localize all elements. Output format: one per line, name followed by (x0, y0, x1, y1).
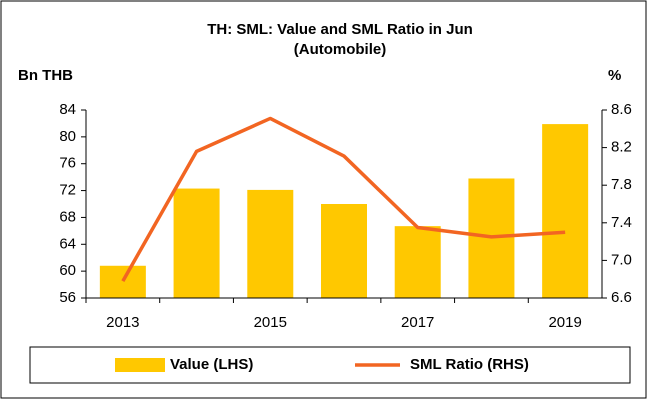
bar (173, 188, 220, 298)
y-tick-label: 64 (59, 235, 76, 252)
x-tick-label: 2017 (401, 314, 434, 331)
y2-tick-label: 7.4 (611, 214, 632, 231)
y-axis-label: Bn THB (18, 67, 73, 84)
y2-axis-label: % (608, 67, 621, 84)
y2-tick-label: 7.8 (611, 176, 632, 193)
y-tick-label: 76 (59, 155, 76, 172)
y-tick-label: 84 (59, 101, 76, 118)
bar (321, 204, 367, 298)
chart-subtitle: (Automobile) (294, 41, 386, 58)
y2-tick-label: 6.6 (611, 289, 632, 306)
legend-swatch (115, 358, 165, 372)
legend-label: Value (LHS) (170, 356, 253, 373)
y-tick-label: 72 (59, 182, 76, 199)
bar (247, 189, 294, 298)
y-tick-label: 80 (59, 128, 76, 145)
y2-tick-label: 8.6 (611, 101, 632, 118)
chart-title: TH: SML: Value and SML Ratio in Jun (207, 21, 473, 38)
line (121, 116, 566, 282)
y-tick-label: 56 (59, 289, 76, 306)
bar (394, 226, 441, 298)
y2-tick-label: 8.2 (611, 139, 632, 156)
y-tick-label: 60 (59, 262, 76, 279)
bar (542, 124, 589, 298)
x-tick-label: 2015 (254, 314, 287, 331)
y2-tick-label: 7.0 (611, 251, 632, 268)
x-tick-label: 2019 (548, 314, 581, 331)
x-tick-label: 2013 (106, 314, 139, 331)
legend-label: SML Ratio (RHS) (410, 356, 529, 373)
y-tick-label: 68 (59, 208, 76, 225)
bar (99, 265, 146, 298)
